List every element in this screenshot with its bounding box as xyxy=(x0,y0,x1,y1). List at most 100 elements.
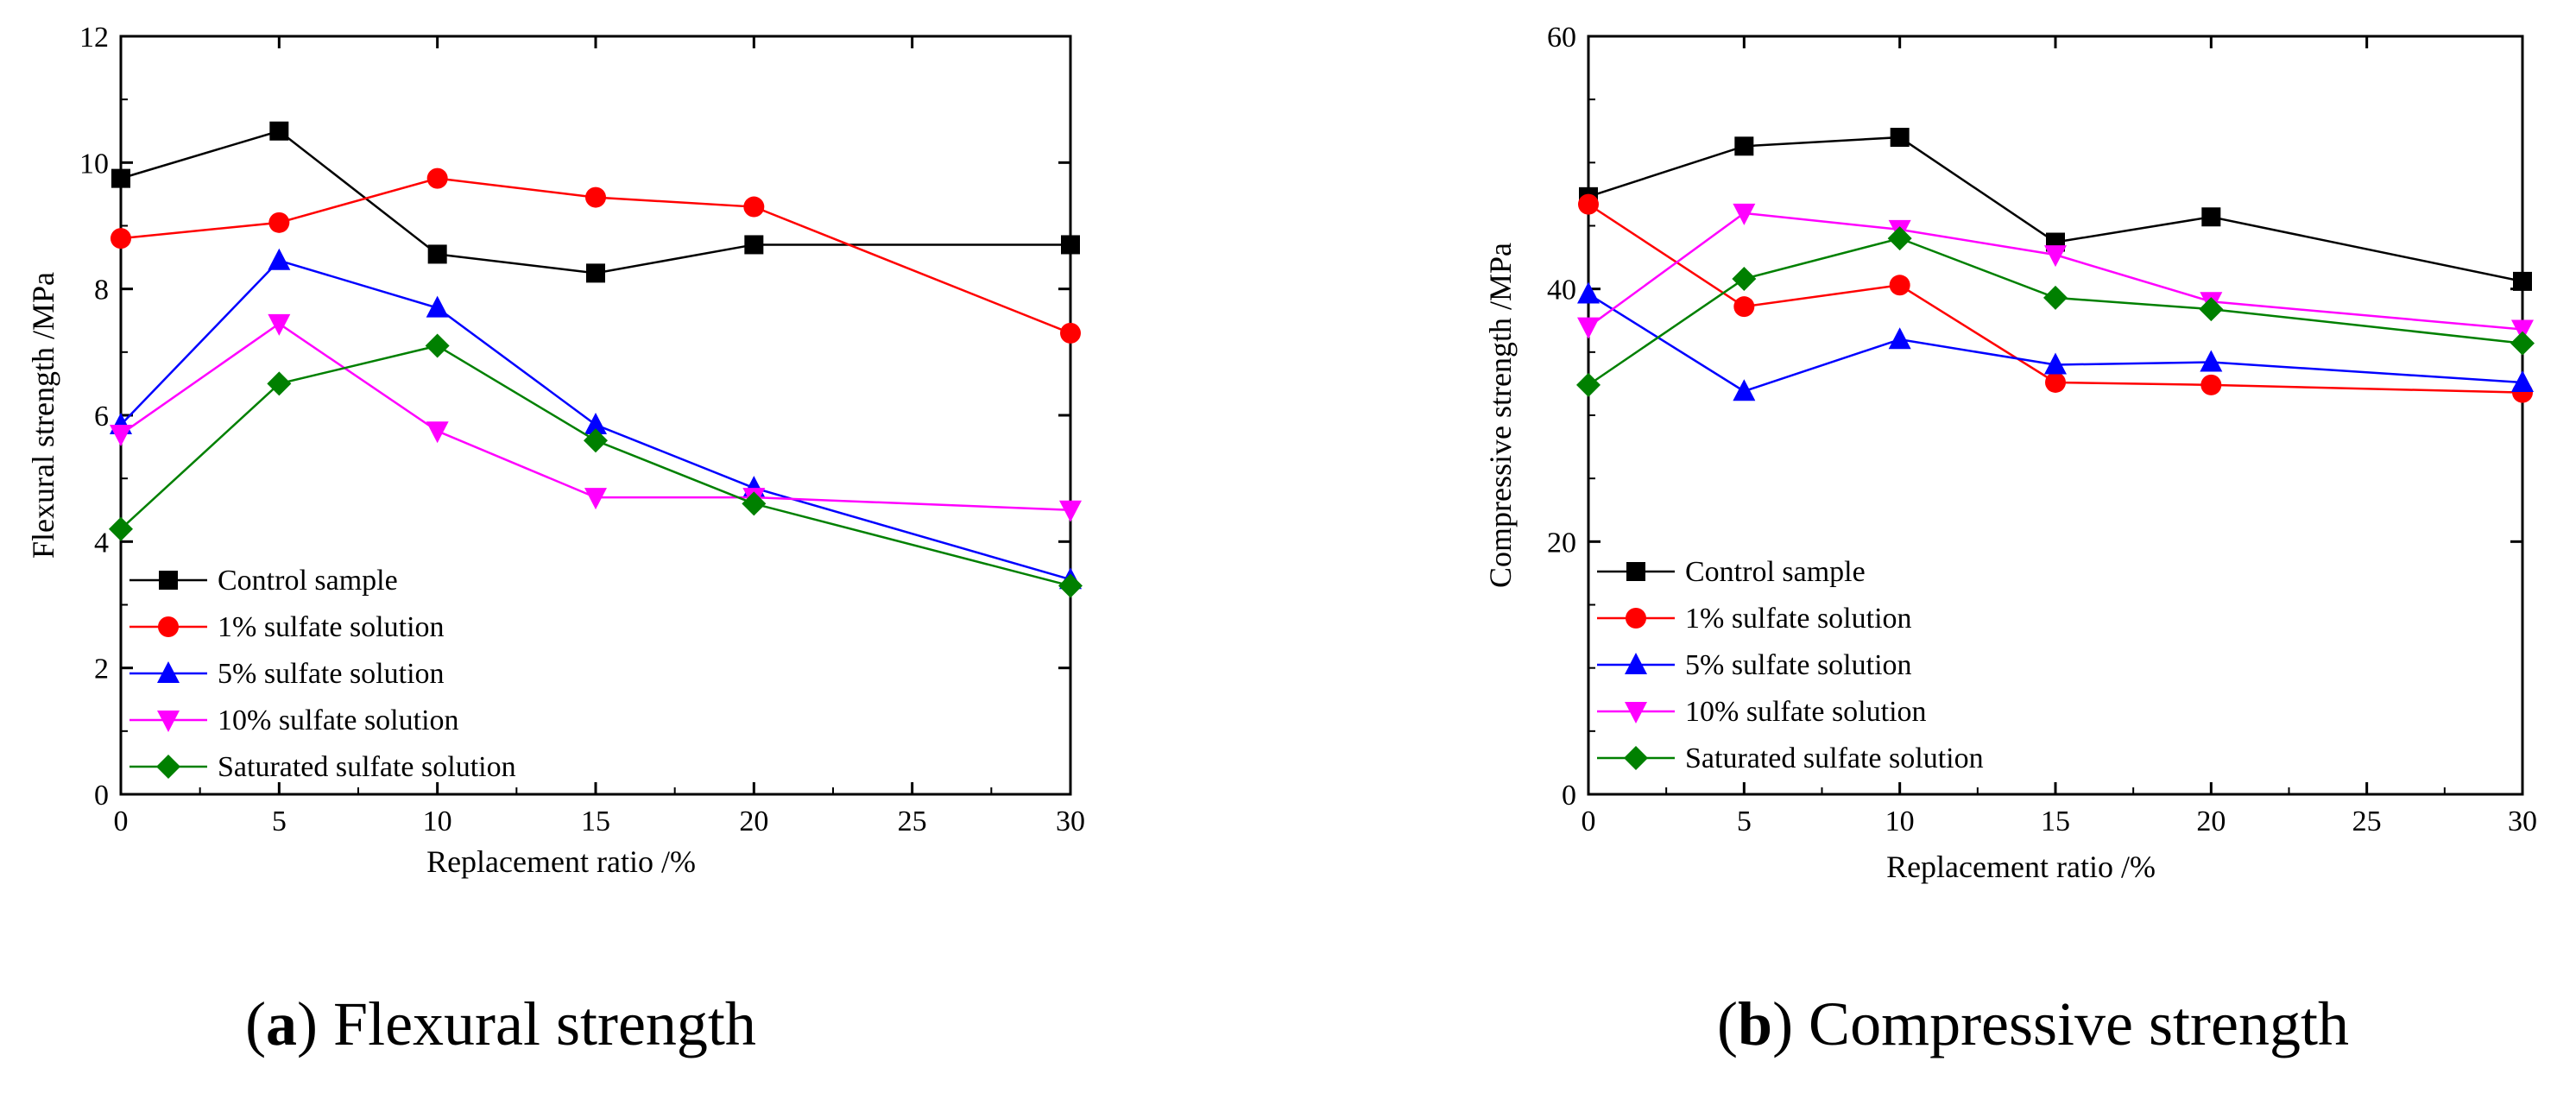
panel-b-y-tick-label: 40 xyxy=(1547,275,1576,306)
panel-b-legend-marker-4 xyxy=(1624,746,1648,770)
panel-a-series-0-point xyxy=(269,121,289,141)
panel-a-y-tick-label: 0 xyxy=(94,780,109,812)
panel-a-series-4-point xyxy=(584,428,608,453)
panel-a-legend-marker-1 xyxy=(158,616,179,637)
panel-b-series-line-4 xyxy=(1588,237,2523,386)
panel-a-series-1-point xyxy=(585,186,606,208)
panel-b-y-axis-title: Compressive strength /MPa xyxy=(1483,243,1518,588)
panel-b-series-4-point xyxy=(2510,331,2535,356)
panel-b-series-2-point xyxy=(1733,379,1756,401)
panel-b-y-tick-label: 0 xyxy=(1562,780,1576,812)
panel-a-legend-marker-4 xyxy=(156,755,180,779)
panel-b-series-line-1 xyxy=(1588,203,2523,394)
panel-a-x-tick-label: 5 xyxy=(272,806,287,837)
panel-b-series-3-point xyxy=(2044,245,2067,268)
caption-b-letter: b xyxy=(1738,989,1772,1058)
panel-b-legend-label-2: 5% sulfate solution xyxy=(1685,649,1912,681)
panel-a-y-tick-label: 2 xyxy=(94,654,109,685)
panel-a-legend-label-2: 5% sulfate solution xyxy=(218,658,445,690)
panel-a-series-1-point xyxy=(1060,322,1081,344)
panel-b-y-tick-label: 60 xyxy=(1547,22,1576,54)
caption-a-text: Flexural strength xyxy=(333,989,756,1058)
panel-b-series-2-point xyxy=(2044,352,2067,375)
panel-b-series-line-3 xyxy=(1588,212,2523,331)
panel-a-x-axis-title: Replacement ratio /% xyxy=(426,844,696,879)
panel-b-series-1-point xyxy=(2045,371,2066,393)
panel-b-series-0-point xyxy=(1734,136,1754,156)
panel-b-series-4-point xyxy=(1732,266,1757,291)
caption-a: (a) Flexural strength xyxy=(245,989,756,1058)
panel-a-series-0-point xyxy=(1061,235,1080,255)
panel-a-series-4-point xyxy=(109,516,133,541)
panel-b-series-4-point xyxy=(1887,226,1912,251)
panel-a-series-3-point xyxy=(268,313,291,336)
panel-b-series-0-point xyxy=(2201,207,2221,227)
panel-a-series-3-point xyxy=(426,421,449,444)
panel-b-legend-label-4: Saturated sulfate solution xyxy=(1685,742,1984,774)
caption-b: (b) Compressive strength xyxy=(1717,989,2349,1058)
panel-a-series-line-3 xyxy=(120,322,1071,511)
panel-b-compressive-strength: 0 5 10 15 20 25 30 0 20 40 60 Replacement ratio /% C… xyxy=(1483,22,2537,884)
caption-a-letter: a xyxy=(266,989,297,1058)
panel-a-x-tick-label: 15 xyxy=(581,806,610,837)
panel-a-legend-label-0: Control sample xyxy=(218,565,398,597)
panel-b-legend-marker-1 xyxy=(1626,608,1646,629)
panel-b-series-2-point xyxy=(2200,350,2223,372)
panel-a-series-3-point xyxy=(584,488,607,510)
panel-b-x-tick-label: 0 xyxy=(1582,806,1596,837)
panel-a-x-tick-label: 30 xyxy=(1056,806,1085,837)
panel-b-series-3-point xyxy=(1733,203,1756,225)
panel-a-series-2-point xyxy=(584,412,607,434)
panel-b-series-line-2 xyxy=(1588,293,2523,393)
panel-a-series-1-point xyxy=(268,212,290,233)
panel-a-legend-marker-0 xyxy=(159,571,178,590)
panel-a-series-1-point xyxy=(110,228,131,250)
panel-a-series-2-point xyxy=(268,248,291,270)
panel-a-y-tick-label: 4 xyxy=(94,527,109,559)
panel-b-legend-label-1: 1% sulfate solution xyxy=(1685,603,1912,635)
panel-a-series-4-point xyxy=(1058,573,1083,598)
panel-b-series-4-point xyxy=(2043,285,2068,310)
panel-b-series-0-point xyxy=(1890,128,1910,148)
panel-a-legend-marker-3 xyxy=(157,711,180,732)
panel-a-y-axis-title: Flexural strength /MPa xyxy=(26,272,60,559)
panel-b-series-0-point xyxy=(2513,271,2532,291)
caption-b-text: Compressive strength xyxy=(1809,989,2349,1058)
panel-a-legend-label-4: Saturated sulfate solution xyxy=(218,751,516,783)
panel-a-y-tick-label: 12 xyxy=(79,22,109,54)
panel-b-legend-marker-2 xyxy=(1625,653,1647,674)
panel-b-legend-label-3: 10% sulfate solution xyxy=(1685,696,1927,728)
panel-b-legend-marker-0 xyxy=(1626,562,1645,581)
panel-b-x-tick-label: 20 xyxy=(2196,806,2226,837)
panel-a-series-2-point xyxy=(426,295,449,318)
panel-a-series-0-point xyxy=(427,244,447,264)
panel-a-series-1-point xyxy=(426,167,448,189)
panel-a-legend-label-1: 1% sulfate solution xyxy=(218,611,445,643)
panel-b-series-1-point xyxy=(1733,296,1755,318)
panel-a-series-0-point xyxy=(111,168,130,188)
panel-b-x-axis-title: Replacement ratio /% xyxy=(1886,850,2156,884)
panel-a-series-4-point xyxy=(267,371,292,396)
panel-a-y-tick-label: 6 xyxy=(94,401,109,433)
panel-b-x-tick-label: 5 xyxy=(1737,806,1752,837)
panel-b-series-2-point xyxy=(1888,327,1911,350)
panel-b-series-1-point xyxy=(1889,275,1910,296)
panel-a-y-tick-label: 10 xyxy=(79,148,109,180)
panel-a-x-tick-label: 10 xyxy=(423,806,452,837)
panel-a-series-4-point xyxy=(742,491,767,516)
panel-a-series-line-4 xyxy=(120,344,1071,587)
panel-b-series-3-point xyxy=(2511,319,2534,342)
panel-b-series-2-point xyxy=(2511,370,2534,392)
panel-b-series-1-point xyxy=(1578,193,1599,215)
panel-b-series-4-point xyxy=(2199,297,2224,322)
panel-a-flexural-strength: 0 5 10 15 20 25 30 0 2 4 6 8 10 12 Replacement ratio /… xyxy=(26,22,1085,879)
panel-b-legend-marker-3 xyxy=(1625,702,1647,723)
panel-b-series-3-point xyxy=(1577,317,1600,339)
panel-a-series-3-point xyxy=(110,424,132,446)
panel-b-x-tick-label: 25 xyxy=(2352,806,2382,837)
panel-a-legend-label-3: 10% sulfate solution xyxy=(218,704,459,736)
panel-a-series-0-point xyxy=(744,235,764,255)
panel-a-series-3-point xyxy=(1059,500,1082,522)
panel-b-legend-label-0: Control sample xyxy=(1685,556,1866,588)
